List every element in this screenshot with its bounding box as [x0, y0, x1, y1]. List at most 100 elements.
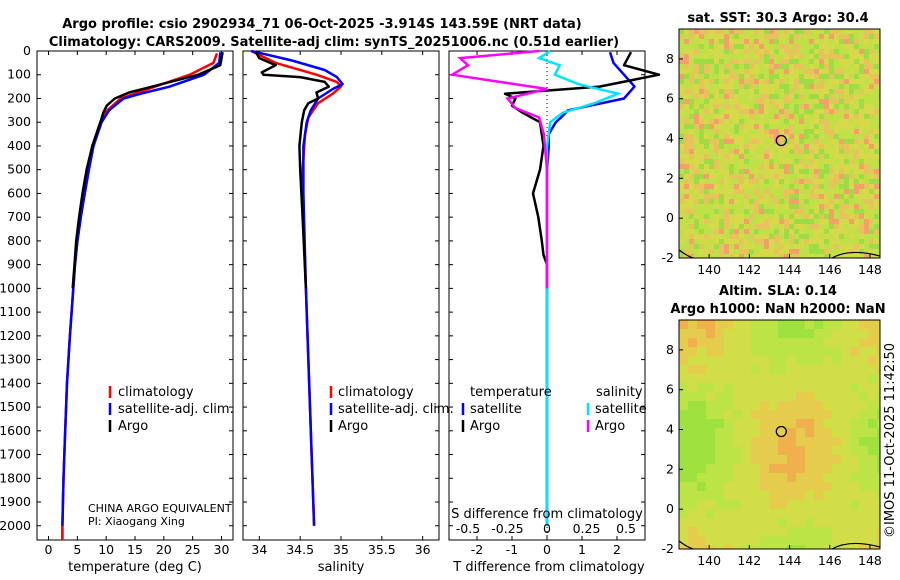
map-cell	[709, 74, 715, 80]
map-cell	[709, 159, 715, 165]
map-cell	[829, 84, 835, 90]
map-x-tick-label: 144	[778, 262, 802, 277]
map-cell	[739, 184, 745, 190]
map-cell	[729, 254, 735, 258]
map-cell	[809, 54, 815, 60]
map-cell	[824, 154, 830, 160]
map-cell	[679, 159, 685, 165]
map-cell	[794, 129, 800, 135]
map-cell	[874, 74, 880, 80]
map-cell	[809, 34, 815, 40]
map-cell	[729, 244, 735, 250]
map-cell	[679, 365, 689, 375]
map-cell	[774, 59, 780, 65]
map-cell	[874, 204, 880, 210]
map-cell	[779, 159, 785, 165]
map-cell	[724, 392, 734, 402]
map-cell	[784, 94, 790, 100]
map-cell	[829, 34, 835, 40]
map-cell	[744, 199, 750, 205]
map-cell	[824, 184, 830, 190]
map-cell	[859, 114, 865, 120]
map-cell	[784, 149, 790, 155]
map-cell	[841, 545, 851, 549]
map-cell	[724, 500, 734, 510]
map-cell	[724, 164, 730, 170]
map-cell	[794, 244, 800, 250]
map-cell	[724, 54, 730, 60]
map-cell	[804, 244, 810, 250]
map-cell	[744, 174, 750, 180]
map-cell	[689, 94, 695, 100]
map-cell	[829, 249, 835, 255]
map-cell	[774, 254, 780, 258]
map-cell	[789, 179, 795, 185]
map-cell	[769, 104, 775, 110]
map-cell	[714, 74, 720, 80]
map-cell	[789, 119, 795, 125]
map-cell	[724, 79, 730, 85]
map-cell	[834, 219, 840, 225]
map-cell	[719, 59, 725, 65]
map-cell	[760, 437, 770, 447]
map-cell	[774, 109, 780, 115]
map-cell	[834, 169, 840, 175]
map-cell	[869, 164, 875, 170]
map-cell	[794, 99, 800, 105]
map-cell	[789, 49, 795, 55]
map-cell	[859, 437, 869, 447]
map-cell	[699, 204, 705, 210]
map-cell	[839, 49, 845, 55]
map-cell	[739, 219, 745, 225]
map-cell	[715, 491, 725, 501]
map-cell	[814, 509, 824, 519]
map-cell	[841, 329, 851, 339]
map-cell	[769, 189, 775, 195]
map-cell	[714, 104, 720, 110]
map-cell	[751, 320, 761, 330]
map-cell	[679, 134, 685, 140]
map-cell	[829, 114, 835, 120]
map-cell	[854, 99, 860, 105]
map-cell	[754, 169, 760, 175]
map-cell	[689, 64, 695, 70]
map-cell	[849, 69, 855, 75]
legend-s-satellite: satellite	[595, 402, 647, 417]
map-cell	[834, 229, 840, 235]
map-cell	[719, 49, 725, 55]
map-cell	[689, 79, 695, 85]
map-cell	[796, 509, 806, 519]
x-tick-label: 36	[415, 542, 431, 557]
map-cell	[778, 410, 788, 420]
map-cell	[829, 244, 835, 250]
map-cell	[733, 392, 743, 402]
map-cell	[739, 59, 745, 65]
map-cell	[744, 44, 750, 50]
map-cell	[794, 214, 800, 220]
map-cell	[769, 219, 775, 225]
depth-tick-label: 1600	[0, 423, 31, 438]
map-cell	[778, 329, 788, 339]
map-cell	[829, 169, 835, 175]
map-cell	[814, 69, 820, 75]
map-cell	[841, 401, 851, 411]
map-cell	[823, 518, 833, 528]
map-frame	[678, 28, 881, 259]
map-cell	[809, 44, 815, 50]
map-cell	[760, 545, 770, 549]
map-cell	[704, 94, 710, 100]
map-cell	[751, 356, 761, 366]
map-y-tick-label: 2	[666, 170, 674, 185]
map-cell	[774, 29, 780, 35]
map-cell	[844, 134, 850, 140]
map-cell	[769, 536, 779, 546]
map-cell	[751, 464, 761, 474]
map-cell	[789, 84, 795, 90]
map-cell	[684, 174, 690, 180]
map-cell	[774, 214, 780, 220]
map-cell	[749, 254, 755, 258]
map-cell	[834, 204, 840, 210]
map-cell	[704, 59, 710, 65]
map-cell	[809, 114, 815, 120]
map-cell	[754, 79, 760, 85]
